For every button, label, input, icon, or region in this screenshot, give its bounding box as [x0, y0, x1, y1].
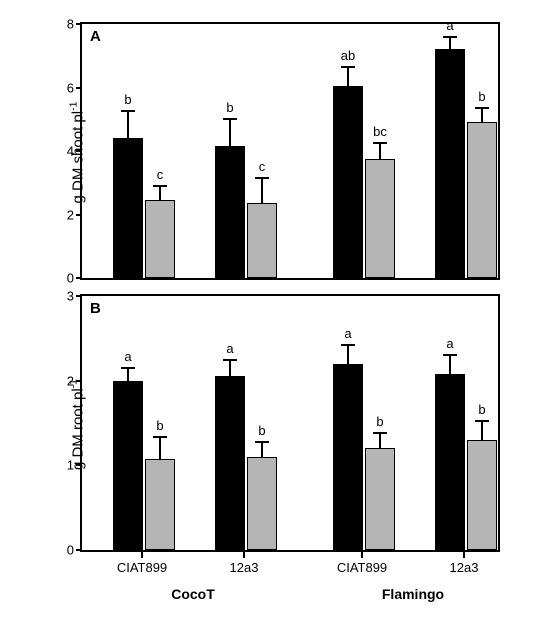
errorbar-cap — [341, 66, 355, 68]
errorbar — [159, 186, 161, 200]
errorbar-cap — [443, 354, 457, 356]
sig-label: b — [124, 92, 131, 107]
errorbar — [379, 143, 381, 159]
errorbar — [449, 37, 451, 50]
xtick-mark — [463, 552, 465, 558]
bar-A-2-black — [333, 86, 363, 278]
errorbar-cap — [341, 344, 355, 346]
errorbar — [347, 345, 349, 364]
bar-B-3-black — [435, 374, 465, 550]
panel-A: 02468Ag DM shoot pl-1bcbcabbcab — [80, 22, 500, 280]
bar-B-2-gray — [365, 448, 395, 550]
sig-label: a — [344, 326, 351, 341]
errorbar — [481, 108, 483, 122]
errorbar — [127, 368, 129, 381]
sig-label: a — [226, 341, 233, 356]
errorbar-cap — [121, 367, 135, 369]
xtick-mark — [361, 552, 363, 558]
errorbar — [229, 360, 231, 377]
errorbar — [449, 355, 451, 374]
sig-label: b — [156, 418, 163, 433]
xcat-label: 12a3 — [450, 560, 479, 575]
errorbar — [347, 67, 349, 86]
ytick-label: 3 — [67, 289, 74, 304]
cultivar-label: Flamingo — [382, 586, 444, 602]
errorbar-cap — [373, 432, 387, 434]
ytick-mark — [76, 295, 82, 297]
xcat-label: CIAT899 — [337, 560, 387, 575]
bar-A-3-gray — [467, 122, 497, 278]
panel-B: 0123Bg DM root pl-1abababab — [80, 294, 500, 552]
panel-letter-B: B — [90, 300, 101, 317]
errorbar-cap — [121, 110, 135, 112]
sig-label: c — [157, 167, 164, 182]
bar-A-1-black — [215, 146, 245, 278]
sig-label: b — [478, 89, 485, 104]
xcat-label: 12a3 — [230, 560, 259, 575]
bar-B-1-black — [215, 376, 245, 550]
bar-A-0-black — [113, 138, 143, 278]
xtick-mark — [141, 552, 143, 558]
errorbar — [481, 421, 483, 440]
sig-label: b — [376, 414, 383, 429]
ytick-mark — [76, 23, 82, 25]
sig-label: c — [259, 159, 266, 174]
bar-B-0-black — [113, 381, 143, 550]
bar-B-2-black — [333, 364, 363, 550]
sig-label: b — [258, 423, 265, 438]
bar-B-1-gray — [247, 457, 277, 550]
errorbar-cap — [475, 420, 489, 422]
bar-A-0-gray — [145, 200, 175, 278]
panel-letter-A: A — [90, 28, 101, 45]
bar-A-3-black — [435, 49, 465, 278]
errorbar-cap — [153, 185, 167, 187]
sig-label: bc — [373, 124, 387, 139]
ytick-label: 0 — [67, 271, 74, 286]
bar-B-3-gray — [467, 440, 497, 550]
ytick-label: 8 — [67, 17, 74, 32]
sig-label: ab — [341, 48, 355, 63]
sig-label: a — [446, 336, 453, 351]
sig-label: a — [124, 349, 131, 364]
sig-label: b — [478, 402, 485, 417]
errorbar-cap — [475, 107, 489, 109]
errorbar-cap — [255, 441, 269, 443]
xcat-label: CIAT899 — [117, 560, 167, 575]
cultivar-label: CocoT — [171, 586, 215, 602]
errorbar-cap — [153, 436, 167, 438]
errorbar — [261, 442, 263, 456]
errorbar — [159, 437, 161, 460]
errorbar — [261, 178, 263, 203]
errorbar-cap — [223, 118, 237, 120]
ytick-mark — [76, 277, 82, 279]
errorbar — [127, 111, 129, 138]
sig-label: a — [446, 18, 453, 33]
errorbar-cap — [443, 36, 457, 38]
ylabel-B: g DM root pl-1 — [68, 355, 87, 495]
ytick-label: 0 — [67, 543, 74, 558]
ytick-mark — [76, 549, 82, 551]
bar-A-1-gray — [247, 203, 277, 278]
errorbar-cap — [255, 177, 269, 179]
errorbar-cap — [373, 142, 387, 144]
errorbar — [229, 119, 231, 146]
bar-A-2-gray — [365, 159, 395, 278]
ylabel-A: g DM shoot pl-1 — [68, 83, 87, 223]
errorbar-cap — [223, 359, 237, 361]
bar-B-0-gray — [145, 459, 175, 550]
xtick-mark — [243, 552, 245, 558]
sig-label: b — [226, 100, 233, 115]
errorbar — [379, 433, 381, 448]
